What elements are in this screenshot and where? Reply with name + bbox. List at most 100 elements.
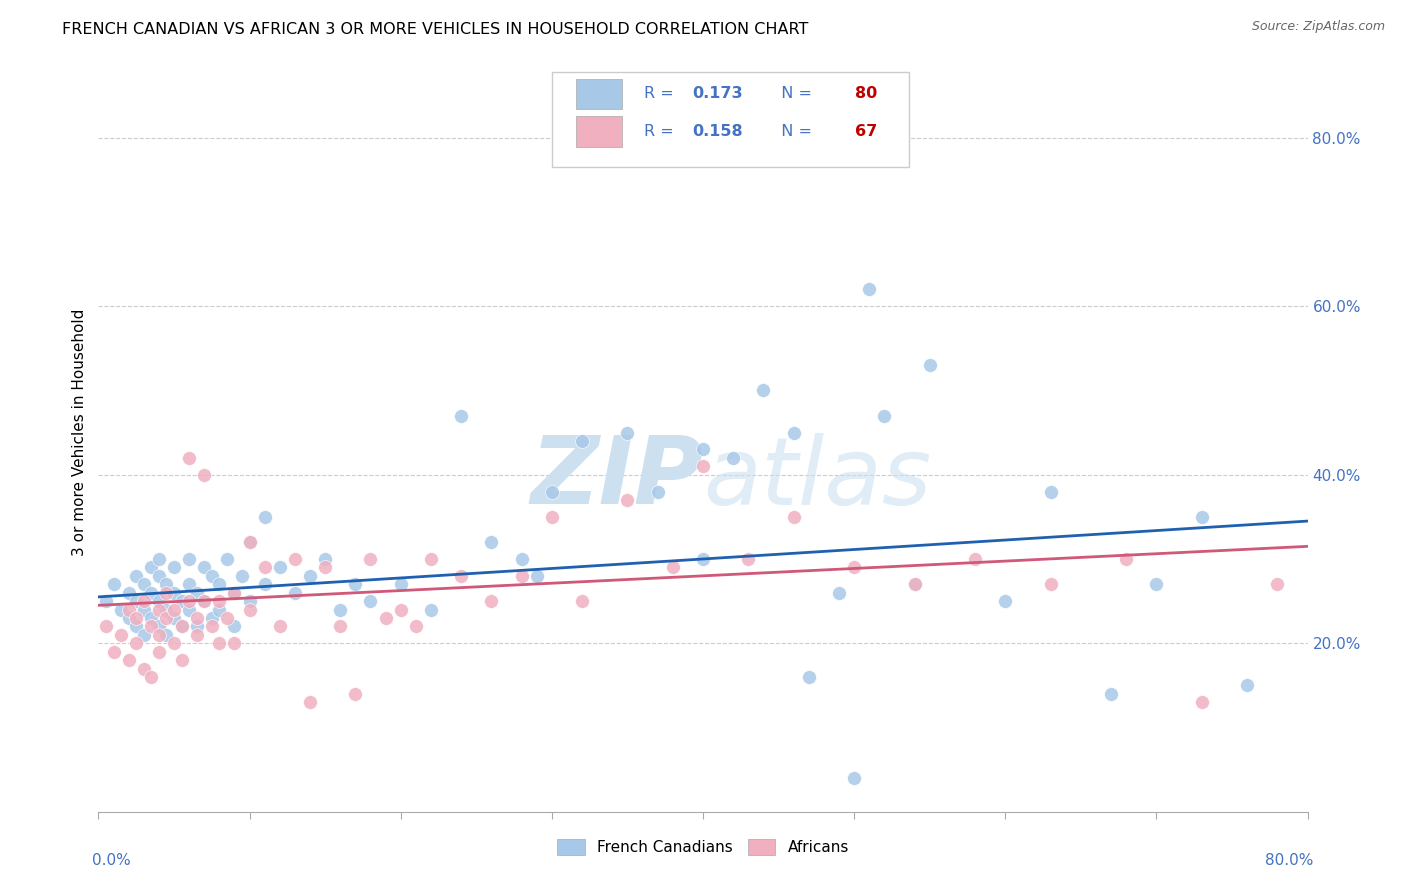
Point (148, 628, 170, 642)
Point (1386, 687, 1406, 701)
Point (1327, 476, 1350, 491)
Point (163, 611, 186, 625)
Point (193, 594, 215, 608)
Point (647, 484, 669, 499)
Point (141, 560, 163, 574)
Point (481, 535, 503, 549)
Point (1039, 577, 1062, 591)
Point (186, 628, 208, 642)
FancyBboxPatch shape (551, 72, 908, 168)
Point (1236, 678, 1258, 692)
Y-axis label: 3 or more Vehicles in Household: 3 or more Vehicles in Household (72, 309, 87, 557)
Text: atlas: atlas (703, 433, 931, 524)
Point (616, 425, 638, 440)
Point (965, 552, 987, 566)
Point (170, 653, 193, 667)
Point (170, 619, 193, 633)
Point (692, 442, 714, 457)
Point (193, 467, 215, 482)
Point (616, 493, 638, 508)
Text: R =: R = (644, 87, 679, 101)
Text: FRENCH CANADIAN VS AFRICAN 3 OR MORE VEHICLES IN HOUSEHOLD CORRELATION CHART: FRENCH CANADIAN VS AFRICAN 3 OR MORE VEH… (62, 22, 808, 37)
Point (125, 569, 148, 583)
Point (148, 569, 170, 583)
Text: N =: N = (770, 124, 817, 139)
Point (481, 594, 503, 608)
Point (420, 552, 443, 566)
Point (284, 585, 307, 599)
Point (179, 602, 201, 616)
Point (208, 594, 231, 608)
Point (510, 569, 533, 583)
Point (873, 409, 896, 423)
Point (1115, 552, 1137, 566)
Point (360, 552, 382, 566)
Point (239, 535, 262, 549)
Point (132, 628, 155, 642)
Point (224, 585, 246, 599)
Point (661, 560, 683, 574)
Point (148, 602, 170, 616)
Point (405, 619, 427, 633)
Text: ZIP: ZIP (530, 432, 703, 524)
Text: 80: 80 (855, 87, 877, 101)
Point (904, 577, 927, 591)
Point (215, 611, 238, 625)
Point (526, 569, 548, 583)
Point (239, 535, 262, 549)
Point (540, 509, 562, 524)
Point (141, 585, 163, 599)
Point (125, 619, 148, 633)
Point (208, 577, 231, 591)
Point (201, 569, 224, 583)
Point (103, 645, 125, 659)
Bar (576, 117, 621, 147)
Point (450, 409, 472, 423)
Point (148, 619, 170, 633)
Point (155, 628, 177, 642)
Point (692, 459, 714, 474)
Point (141, 619, 163, 633)
Point (118, 585, 141, 599)
Point (103, 577, 125, 591)
Point (420, 602, 443, 616)
Point (110, 628, 132, 642)
Point (1267, 577, 1289, 591)
Point (737, 552, 759, 566)
Point (783, 425, 806, 440)
Point (828, 585, 851, 599)
Point (253, 577, 276, 591)
Point (329, 619, 352, 633)
Point (224, 619, 246, 633)
Point (224, 636, 246, 650)
Point (844, 560, 866, 574)
Point (125, 594, 148, 608)
Point (1099, 687, 1122, 701)
Point (269, 619, 291, 633)
Point (571, 434, 593, 448)
Point (163, 585, 186, 599)
Point (155, 585, 177, 599)
Point (155, 577, 177, 591)
Point (239, 602, 262, 616)
Text: 0.173: 0.173 (692, 87, 742, 101)
Point (163, 602, 186, 616)
Point (510, 552, 533, 566)
Point (148, 594, 170, 608)
Text: 0.158: 0.158 (692, 124, 742, 139)
Point (132, 602, 155, 616)
Text: Source: ZipAtlas.com: Source: ZipAtlas.com (1251, 20, 1385, 33)
Point (193, 560, 215, 574)
Point (148, 645, 170, 659)
Point (132, 594, 155, 608)
Point (125, 636, 148, 650)
Point (752, 384, 775, 398)
Point (858, 282, 880, 296)
Point (118, 653, 141, 667)
Point (284, 552, 307, 566)
Point (141, 670, 163, 684)
Point (299, 695, 322, 709)
Point (155, 602, 177, 616)
Point (208, 602, 231, 616)
Point (179, 577, 201, 591)
